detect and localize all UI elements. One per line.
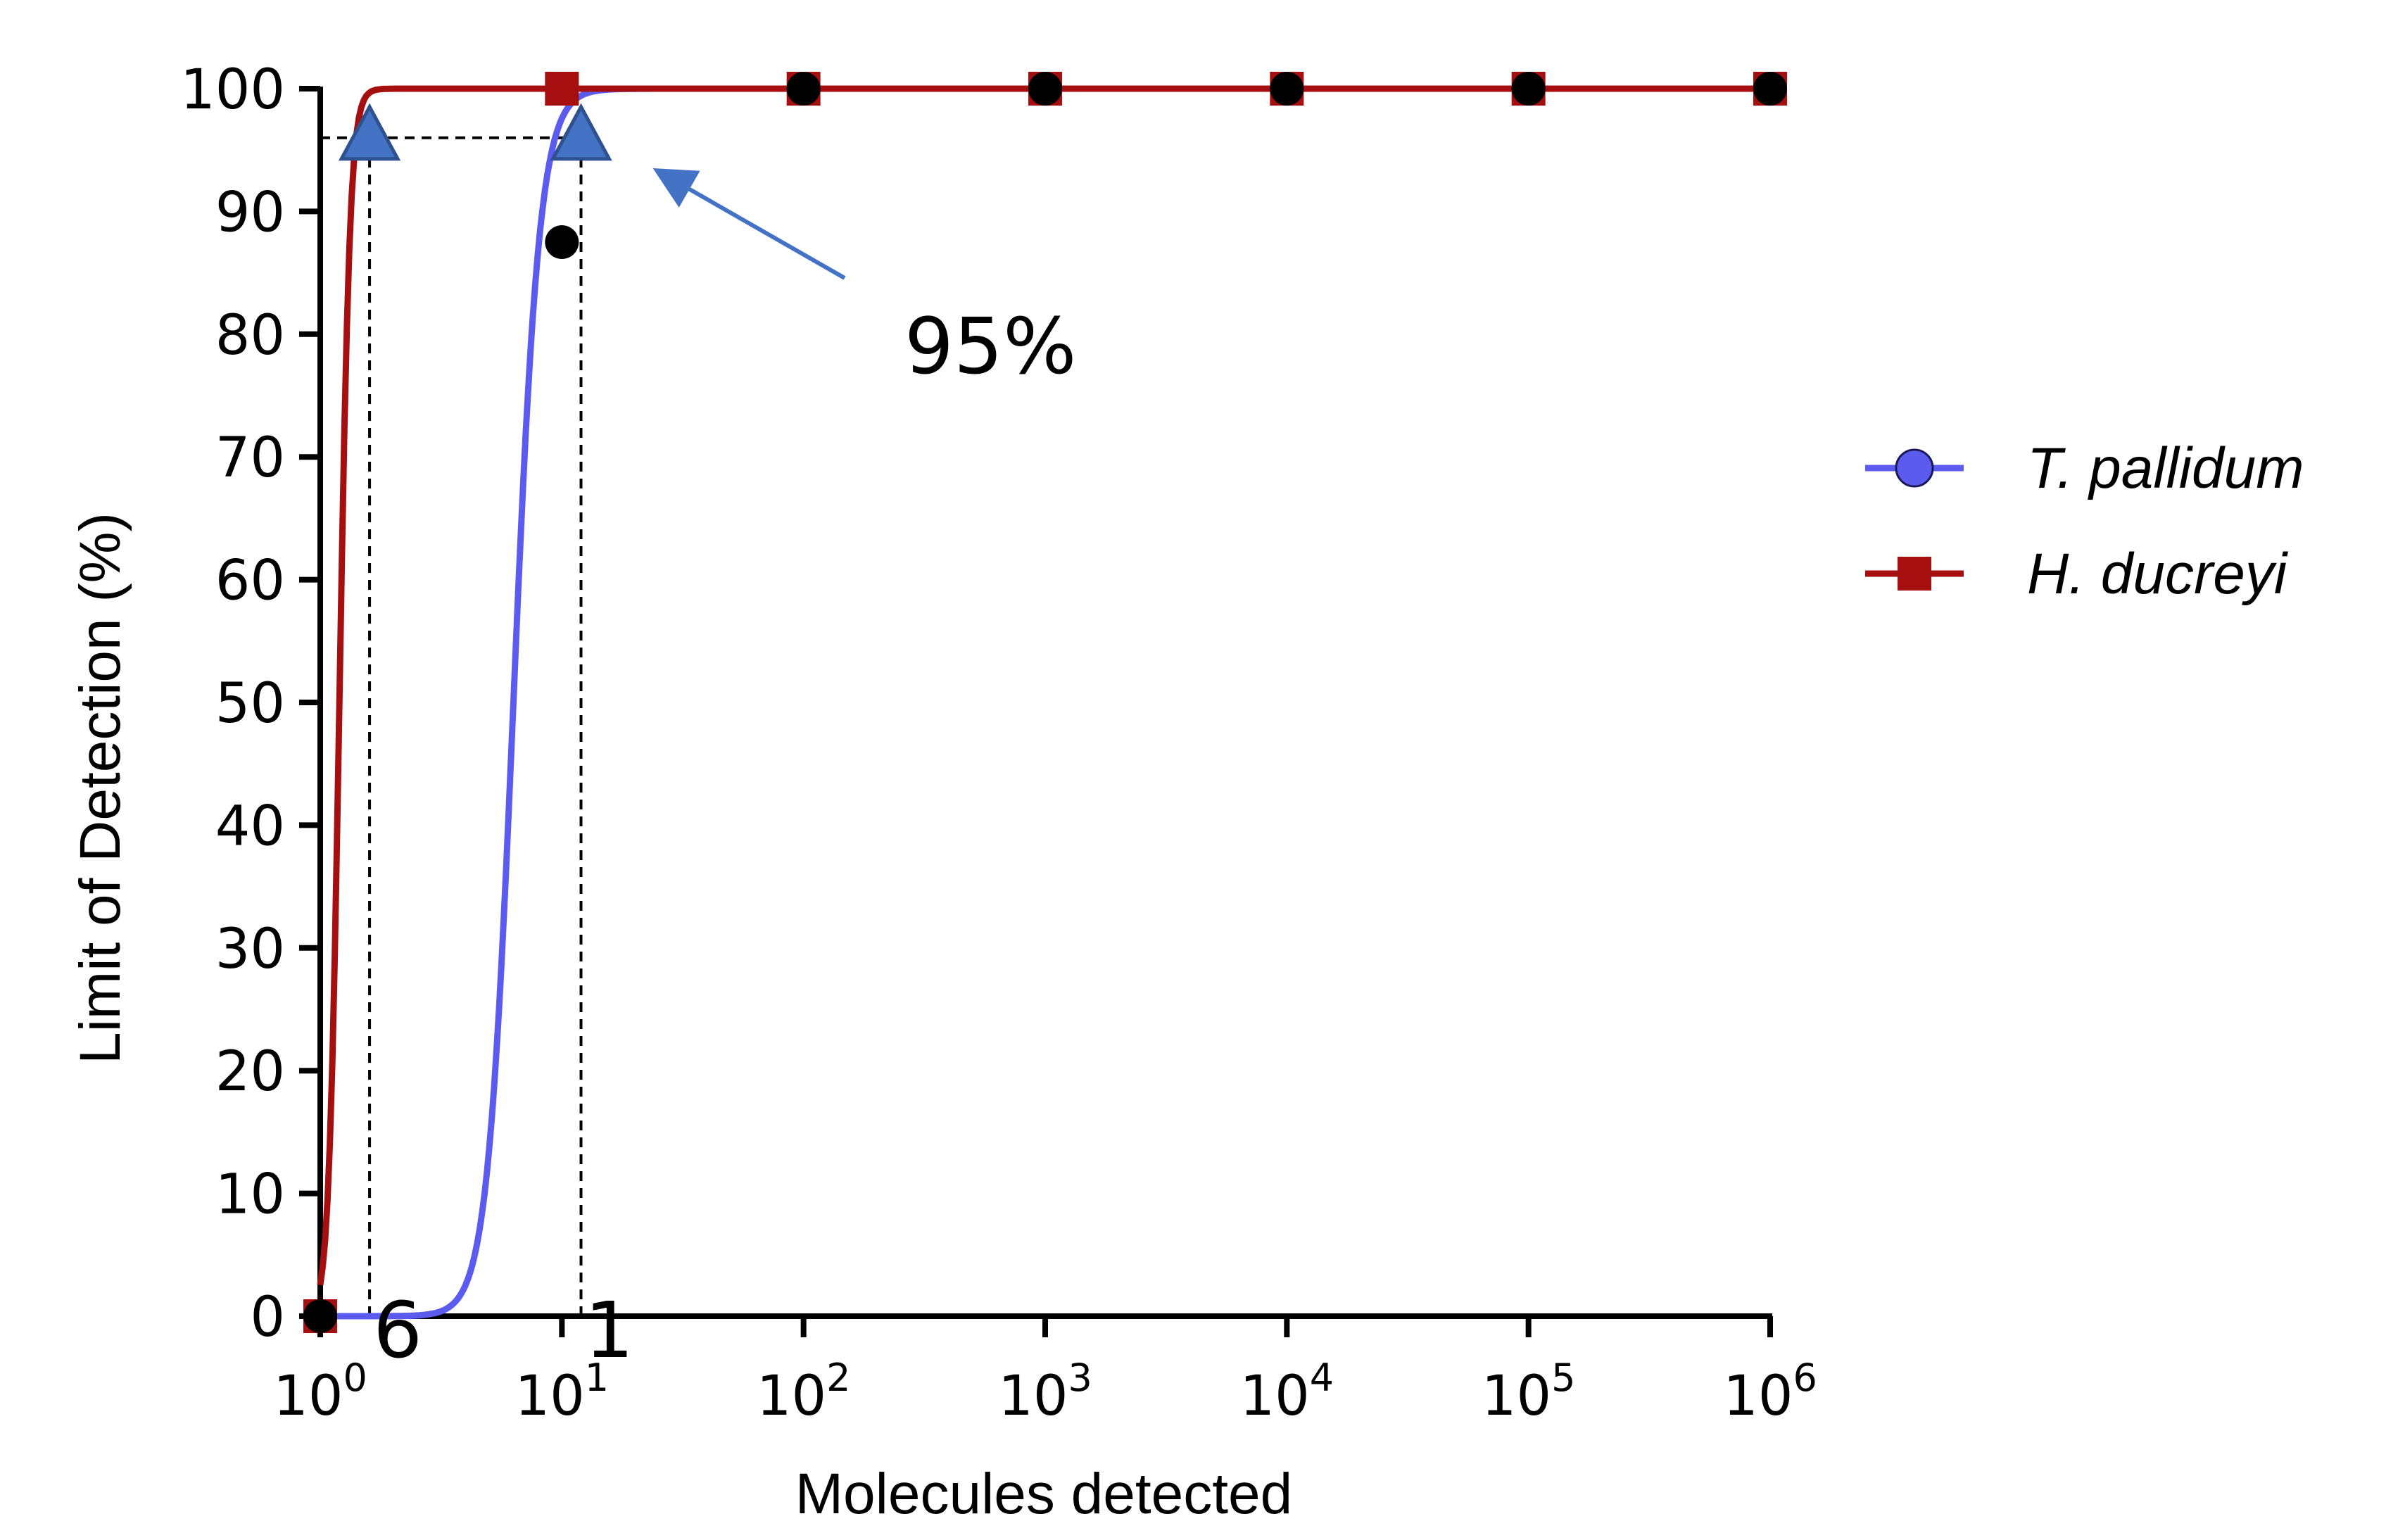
y-tick-label: 0 [250, 1286, 285, 1349]
x-tick-label: 105 [1482, 1356, 1576, 1428]
data-point [545, 72, 579, 106]
fit-curves [317, 85, 1770, 1320]
lod-value-label: 1 [585, 1285, 634, 1375]
legend-label: H. ducreyi [2027, 542, 2289, 606]
data-point [1753, 72, 1787, 106]
data-point [1028, 72, 1062, 106]
x-tick-label: 102 [757, 1356, 851, 1428]
lod-marker [338, 103, 401, 161]
x-tick-label: 103 [998, 1356, 1092, 1428]
axes: 0 10 20 30 40 50 60 70 80 90 100 100 101 102 103 104 105… [180, 58, 1817, 1428]
y-tick-label: 30 [215, 918, 285, 981]
lod-marker [550, 103, 612, 161]
y-tick-label: 20 [215, 1040, 285, 1104]
y-axis-title: Limit of Detection (%) [68, 512, 132, 1064]
data-point [1270, 72, 1304, 106]
y-tick-label: 100 [180, 58, 285, 122]
y-tick-label: 90 [215, 181, 285, 244]
y-tick-label: 70 [215, 427, 285, 490]
legend-swatch-marker [1895, 448, 1934, 488]
x-tick-label: 104 [1240, 1356, 1334, 1428]
data-point [786, 72, 821, 106]
annotation-text: 95% [904, 301, 1077, 391]
legend: T. pallidum H. ducreyi [1865, 436, 2304, 606]
annotation: 95% [652, 168, 1077, 391]
x-tick-label: 101 [515, 1356, 610, 1428]
annotation-arrow [652, 168, 846, 280]
fit-curve [320, 85, 1770, 1320]
legend-swatch-marker [1898, 557, 1931, 591]
y-tick-label: 60 [215, 550, 285, 613]
x-axis-title: Molecules detected [795, 1462, 1293, 1526]
data-point [1511, 72, 1546, 106]
y-tick-label: 10 [215, 1163, 285, 1227]
lod-value-label: 6 [373, 1285, 422, 1375]
data-points [303, 72, 1787, 1333]
x-tick-label: 100 [273, 1356, 367, 1428]
y-tick-label: 80 [215, 304, 285, 367]
lod-guide-lines [320, 136, 583, 1316]
data-point [545, 225, 579, 259]
y-tick-label: 40 [215, 795, 285, 858]
y-tick-label: 50 [215, 672, 285, 736]
data-point [303, 1299, 337, 1333]
x-tick-label: 106 [1723, 1356, 1817, 1428]
legend-label: T. pallidum [2027, 436, 2304, 500]
